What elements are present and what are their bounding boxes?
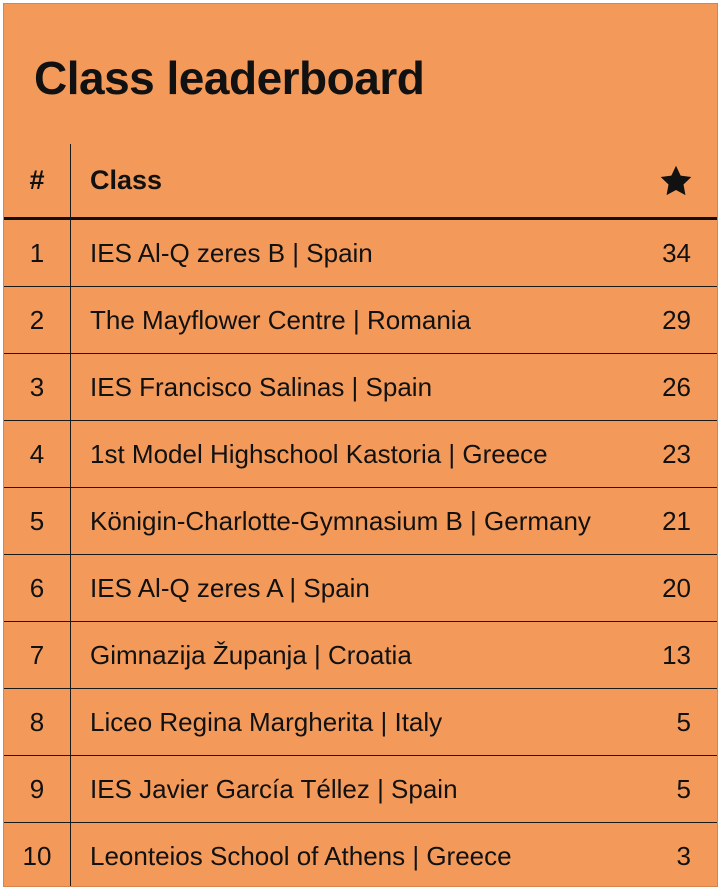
- table-row: 5 Königin-Charlotte-Gymnasium B | Germany…: [4, 488, 717, 555]
- table-row: 8 Liceo Regina Margherita | Italy 5: [4, 689, 717, 756]
- score-cell: 29: [662, 304, 691, 335]
- table-header: # Class: [4, 144, 717, 220]
- class-cell: IES Francisco Salinas | Spain: [90, 371, 433, 402]
- rank-column-header: #: [29, 165, 45, 195]
- score-cell: 5: [676, 706, 691, 737]
- class-cell: IES Al-Q zeres A | Spain: [90, 572, 370, 603]
- score-cell: 20: [662, 572, 691, 603]
- rank-cell: 8: [29, 706, 45, 737]
- page-title: Class leaderboard: [34, 52, 425, 104]
- score-cell: 34: [662, 237, 691, 268]
- rank-cell: 7: [29, 639, 45, 670]
- table-row: 10 Leonteios School of Athens | Greece 3: [4, 823, 717, 886]
- class-column-header: Class: [90, 165, 163, 195]
- rank-cell: 5: [29, 505, 45, 536]
- score-cell: 5: [676, 773, 691, 804]
- leaderboard-table: # Class 1 IES Al-Q zeres B | Spain 34 2 The …: [4, 144, 717, 886]
- star-icon: [660, 165, 692, 195]
- table-row: 2 The Mayflower Centre | Romania 29: [4, 287, 717, 354]
- table-row: 7 Gimnazija Županja | Croatia 13: [4, 622, 717, 689]
- rank-cell: 3: [29, 371, 45, 402]
- rank-cell: 9: [29, 773, 45, 804]
- class-cell: Leonteios School of Athens | Greece: [90, 840, 512, 871]
- table-row: 4 1st Model Highschool Kastoria | Greece 2…: [4, 421, 717, 488]
- class-cell: Liceo Regina Margherita | Italy: [90, 706, 443, 737]
- score-column-header: [605, 163, 717, 199]
- rank-cell: 4: [29, 438, 45, 469]
- class-cell: IES Javier García Téllez | Spain: [90, 773, 458, 804]
- leaderboard-card: Class leaderboard # Class 1 IES Al-Q zere…: [3, 3, 718, 887]
- table-row: 9 IES Javier García Téllez | Spain 5: [4, 756, 717, 823]
- rank-cell: 2: [29, 304, 45, 335]
- table-row: 6 IES Al-Q zeres A | Spain 20: [4, 555, 717, 622]
- column-divider: [70, 144, 71, 886]
- class-cell: IES Al-Q zeres B | Spain: [90, 237, 373, 268]
- rank-cell: 10: [22, 840, 52, 871]
- class-cell: Gimnazija Županja | Croatia: [90, 639, 412, 670]
- score-cell: 26: [662, 371, 691, 402]
- table-row: 1 IES Al-Q zeres B | Spain 34: [4, 220, 717, 287]
- table-row: 3 IES Francisco Salinas | Spain 26: [4, 354, 717, 421]
- score-cell: 3: [676, 840, 691, 871]
- rank-cell: 6: [29, 572, 45, 603]
- rank-cell: 1: [29, 237, 45, 268]
- score-cell: 21: [662, 505, 691, 536]
- class-cell: The Mayflower Centre | Romania: [90, 304, 472, 335]
- table-body: 1 IES Al-Q zeres B | Spain 34 2 The Mayflowe…: [4, 220, 717, 886]
- score-cell: 23: [662, 438, 691, 469]
- score-cell: 13: [662, 639, 691, 670]
- class-cell: 1st Model Highschool Kastoria | Greece: [90, 438, 548, 469]
- class-cell: Königin-Charlotte-Gymnasium B | Germany: [90, 505, 591, 536]
